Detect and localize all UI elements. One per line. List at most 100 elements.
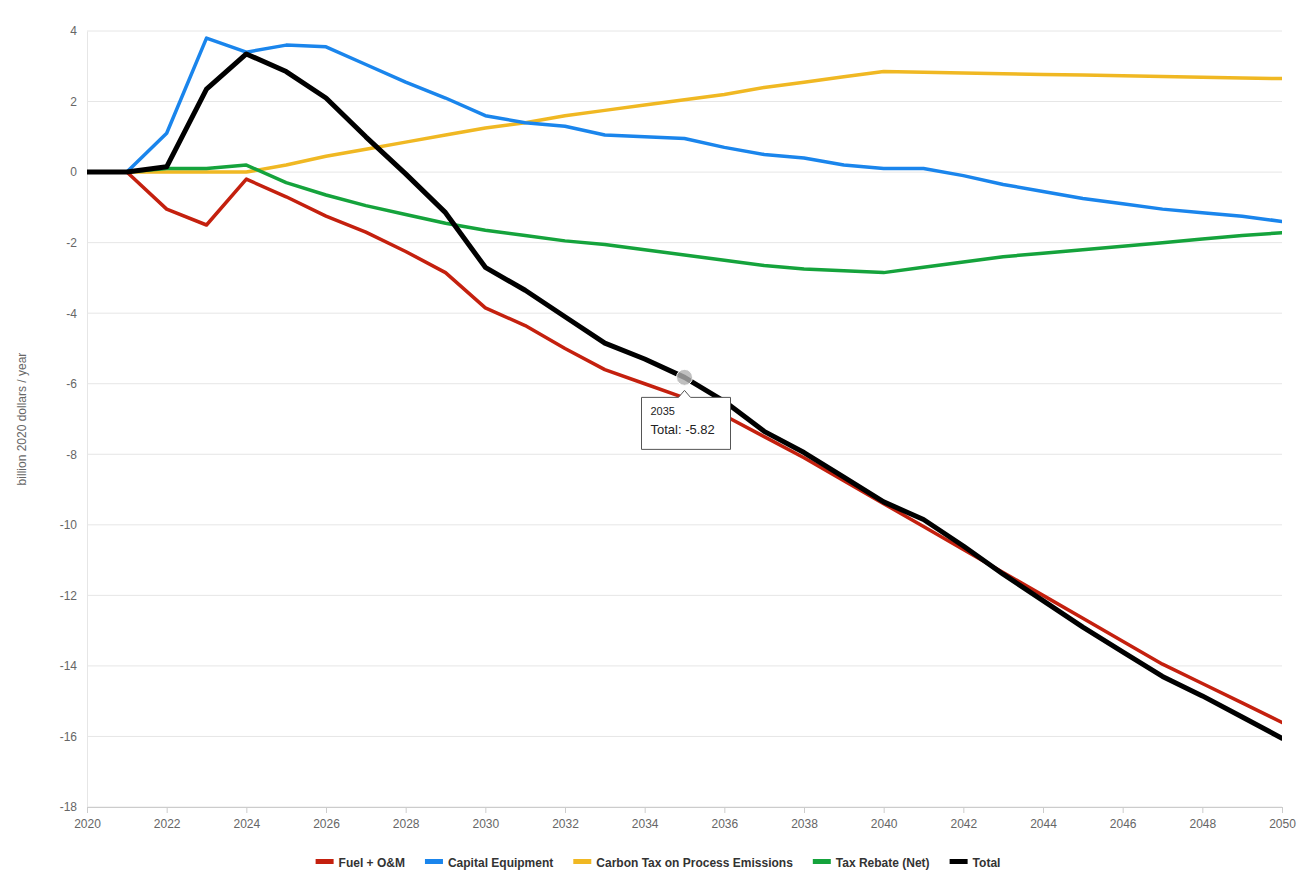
y-tick: -6 — [66, 377, 87, 391]
y-tick: -12 — [60, 589, 87, 603]
y-tick: 4 — [70, 24, 87, 38]
grid-line — [87, 242, 1282, 243]
y-tick: -2 — [66, 236, 87, 250]
x-tick-mark — [1123, 807, 1124, 813]
x-tick-mark — [167, 807, 168, 813]
x-tick: 2048 — [1189, 807, 1216, 831]
x-tick-mark — [565, 807, 566, 813]
x-tick-mark — [485, 807, 486, 813]
y-tick: -4 — [66, 307, 87, 321]
x-tick: 2020 — [74, 807, 101, 831]
x-tick-mark — [645, 807, 646, 813]
x-tick-label: 2024 — [233, 817, 260, 831]
x-tick-label: 2042 — [950, 817, 977, 831]
x-tick: 2046 — [1110, 807, 1137, 831]
y-tick-label: -8 — [66, 448, 77, 462]
y-tick: -8 — [66, 448, 87, 462]
legend-item[interactable]: Capital Equipment — [425, 856, 553, 870]
lines — [87, 38, 1282, 738]
legend-swatch — [425, 859, 443, 864]
legend-label: Fuel + O&M — [339, 856, 405, 870]
series-line — [87, 54, 1282, 738]
y-tick-label: -16 — [60, 730, 78, 744]
x-tick-label: 2038 — [791, 817, 818, 831]
y-tick: -18 — [60, 800, 87, 814]
x-tick: 2044 — [1030, 807, 1057, 831]
series-line — [87, 38, 1282, 221]
x-tick-mark — [1202, 807, 1203, 813]
y-axis-title: billion 2020 dollars / year — [15, 353, 29, 486]
x-tick-label: 2044 — [1030, 817, 1057, 831]
x-tick: 2038 — [791, 807, 818, 831]
x-tick: 2024 — [233, 807, 260, 831]
legend-item[interactable]: Tax Rebate (Net) — [813, 856, 930, 870]
x-tick-mark — [963, 807, 964, 813]
y-tick-label: -6 — [66, 377, 77, 391]
grid-line — [87, 665, 1282, 666]
x-tick-mark — [406, 807, 407, 813]
legend-label: Carbon Tax on Process Emissions — [596, 856, 793, 870]
x-tick-label: 2032 — [552, 817, 579, 831]
series-line — [87, 165, 1282, 273]
x-tick: 2026 — [313, 807, 340, 831]
x-tick-label: 2026 — [313, 817, 340, 831]
x-tick-label: 2050 — [1269, 817, 1296, 831]
y-tick-label: -2 — [66, 236, 77, 250]
plot: -18-16-14-12-10-8-6-4-202420202022202420… — [60, 24, 1297, 830]
x-tick-label: 2022 — [154, 817, 181, 831]
x-tick: 2032 — [552, 807, 579, 831]
x-tick: 2034 — [632, 807, 659, 831]
legend-item[interactable]: Total — [950, 856, 1001, 870]
tooltip-text: Total: -5.82 — [651, 422, 715, 437]
x-axis-line — [88, 807, 1283, 808]
x-tick-label: 2030 — [472, 817, 499, 831]
y-axis-line — [87, 32, 88, 808]
x-tick-mark — [246, 807, 247, 813]
x-tick: 2050 — [1269, 807, 1296, 831]
annotation-marker — [677, 369, 693, 385]
grid-line — [87, 31, 1282, 32]
grid-line — [87, 595, 1282, 596]
x-tick: 2042 — [950, 807, 977, 831]
legend-swatch — [316, 859, 334, 864]
x-tick-mark — [884, 807, 885, 813]
y-tick-label: -14 — [60, 659, 78, 673]
chart: -18-16-14-12-10-8-6-4-202420202022202420… — [0, 0, 1316, 889]
y-tick-label: 0 — [70, 165, 77, 179]
legend-item[interactable]: Carbon Tax on Process Emissions — [573, 856, 793, 870]
x-tick: 2040 — [871, 807, 898, 831]
legend-item[interactable]: Fuel + O&M — [316, 856, 405, 870]
y-tick-label: -18 — [60, 800, 78, 814]
y-tick: 2 — [70, 95, 87, 109]
y-tick-label: -4 — [66, 307, 77, 321]
x-tick: 2036 — [711, 807, 738, 831]
x-tick-mark — [326, 807, 327, 813]
y-tick-label: -10 — [60, 518, 78, 532]
grid-line — [87, 807, 1282, 808]
x-tick: 2028 — [393, 807, 420, 831]
x-tick-label: 2020 — [74, 817, 101, 831]
x-tick-label: 2028 — [393, 817, 420, 831]
y-tick: 0 — [70, 165, 87, 179]
series-line — [87, 72, 1282, 173]
legend-label: Capital Equipment — [448, 856, 553, 870]
y-axis: -18 -16 -14 -12 -10 -8 -6 -4 -2 0 2 4 — [60, 24, 88, 814]
x-tick-label: 2048 — [1189, 817, 1216, 831]
x-tick-label: 2036 — [711, 817, 738, 831]
x-tick-mark — [724, 807, 725, 813]
y-tick: -16 — [60, 730, 87, 744]
legend-label: Total — [973, 856, 1001, 870]
legend-label: Tax Rebate (Net) — [836, 856, 930, 870]
x-tick-label: 2040 — [871, 817, 898, 831]
legend-swatch — [950, 859, 968, 864]
y-tick-label: -12 — [60, 589, 78, 603]
x-tick-mark — [1282, 807, 1283, 813]
tooltip-text: 2035 — [651, 405, 675, 417]
grid-line — [87, 454, 1282, 455]
x-tick: 2022 — [154, 807, 181, 831]
x-axis: 2020 2022 2024 2026 2028 2030 2032 2034 2036 2038… — [74, 807, 1296, 831]
x-tick-label: 2034 — [632, 817, 659, 831]
tooltip-box — [642, 390, 731, 449]
grid-line — [87, 736, 1282, 737]
annotations: 2035 Total: -5.82 — [642, 369, 731, 449]
